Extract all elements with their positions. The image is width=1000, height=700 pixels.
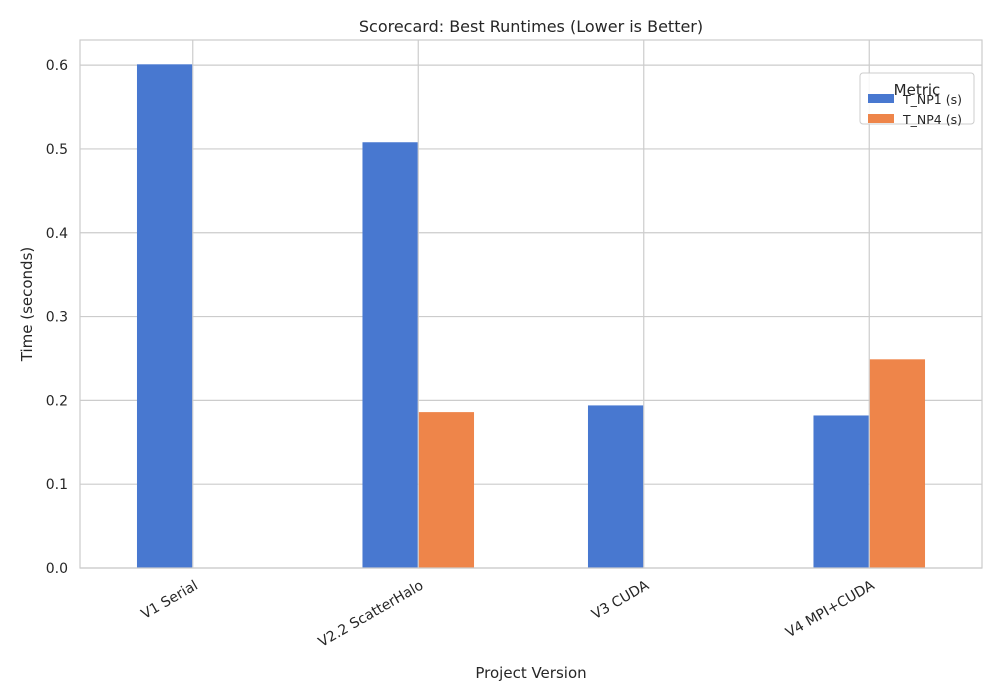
x-tick-label: V1 Serial	[139, 578, 201, 623]
legend-swatch	[868, 114, 894, 123]
y-axis-label: Time (seconds)	[18, 247, 36, 363]
bar	[587, 405, 644, 568]
y-tick-label: 0.2	[46, 393, 68, 409]
legend-swatch	[868, 94, 894, 103]
y-tick-label: 0.5	[46, 142, 68, 158]
bar	[813, 415, 869, 568]
y-tick-label: 0.3	[46, 310, 68, 326]
y-tick-labels: 0.0 0.1 0.2 0.3 0.4 0.5 0.6	[46, 58, 68, 577]
x-tick-labels: V1 Serial V2.2 ScatterHalo V3 CUDA V4 MPI+C…	[139, 577, 878, 650]
bar	[136, 64, 193, 569]
bar	[418, 412, 475, 568]
bar	[869, 359, 926, 568]
y-tick-label: 0.4	[46, 226, 68, 242]
chart-title: Scorecard: Best Runtimes (Lower is Bette…	[359, 17, 703, 36]
grid-lines	[80, 40, 982, 569]
x-axis-label: Project Version	[475, 664, 586, 682]
x-tick-label: V3 CUDA	[589, 577, 652, 623]
y-tick-label: 0.0	[46, 561, 68, 577]
legend: Metric T_NP1 (s) T_NP4 (s)	[859, 72, 975, 127]
bar	[362, 142, 418, 568]
legend-entry: T_NP1 (s)	[902, 92, 962, 107]
plot-frame	[79, 39, 983, 569]
legend-entry: T_NP4 (s)	[902, 112, 962, 127]
bars	[136, 64, 926, 569]
legend-title: Metric	[894, 81, 941, 99]
y-tick-label: 0.1	[46, 477, 68, 493]
y-tick-label: 0.6	[46, 58, 68, 74]
x-tick-label: V4 MPI+CUDA	[783, 577, 877, 641]
legend-box	[859, 72, 975, 125]
x-tick-label: V2.2 ScatterHalo	[316, 578, 427, 651]
